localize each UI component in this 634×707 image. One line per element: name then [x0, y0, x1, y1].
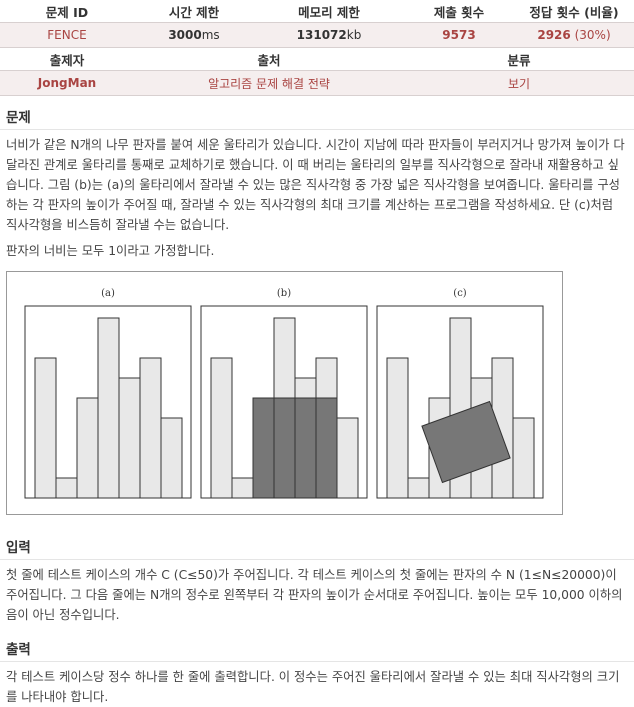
time-limit: 3000ms [134, 22, 254, 48]
accepted-value: 2926 [537, 28, 571, 42]
memory-limit-unit: kb [346, 28, 362, 42]
header-author: 출제자 [0, 48, 134, 71]
tilted-rectangle [421, 400, 511, 484]
output-section-title: 출력 [6, 642, 31, 658]
info-header-row: 문제 ID 시간 제한 메모리 제한 제출 횟수 정답 횟수 (비율) [0, 0, 634, 23]
fence-plank [160, 417, 183, 499]
panel-label: (b) [277, 288, 291, 299]
problem-meta-table: 출제자 출처 분류 JongMan 알고리즘 문제 해결 전략 보기 [0, 48, 634, 96]
time-limit-value: 3000 [168, 28, 202, 42]
author-link[interactable]: JongMan [0, 70, 134, 96]
memory-limit: 131072kb [254, 22, 404, 48]
output-description: 각 테스트 케이스당 정수 하나를 한 줄에 출력합니다. 이 정수는 주어진 … [6, 670, 620, 704]
problem-description: 너비가 같은 N개의 나무 판자를 붙여 세운 울타리가 있습니다. 시간이 지… [6, 138, 625, 232]
fence-plank [55, 477, 78, 499]
header-problem-id: 문제 ID [0, 0, 134, 23]
panel-label: (c) [453, 288, 467, 299]
fence-plank [139, 357, 162, 499]
meta-header-row: 출제자 출처 분류 [0, 48, 634, 71]
fence-plank [76, 397, 99, 499]
info-value-row: FENCE 3000ms 131072kb 9573 2926 (30%) [0, 22, 634, 48]
fence-plank [34, 357, 57, 499]
input-section-title: 입력 [6, 540, 31, 556]
fence-diagram: (a) (b) (c) [24, 288, 544, 499]
fence-figure: (a) (b) (c) [6, 271, 563, 515]
input-description: 첫 줄에 테스트 케이스의 개수 C (C≤50)가 주어집니다. 각 테스트 … [6, 568, 623, 622]
accepted-ratio: (30%) [574, 28, 611, 42]
memory-limit-value: 131072 [296, 28, 347, 42]
highlighted-rectangle [273, 397, 296, 499]
category-link[interactable]: 보기 [404, 70, 634, 96]
fence-plank [231, 477, 254, 499]
problem-info-table: 문제 ID 시간 제한 메모리 제한 제출 횟수 정답 횟수 (비율) FENC… [0, 0, 634, 48]
fence-plank [336, 417, 359, 499]
fence-plank [407, 477, 430, 499]
highlighted-rectangle [294, 397, 317, 499]
header-time-limit: 시간 제한 [134, 0, 254, 23]
problem-id: FENCE [0, 22, 134, 48]
panel-label: (a) [101, 288, 115, 299]
highlighted-rectangle [315, 397, 338, 499]
fence-plank [386, 357, 409, 499]
fence-plank [118, 377, 141, 499]
header-memory-limit: 메모리 제한 [254, 0, 404, 23]
divider [0, 129, 634, 130]
fence-plank [210, 357, 233, 499]
source-link[interactable]: 알고리즘 문제 해결 전략 [134, 70, 404, 96]
highlighted-rectangle [252, 397, 275, 499]
divider [0, 559, 634, 560]
time-limit-unit: ms [201, 28, 220, 42]
accepted-count: 2926 (30%) [514, 22, 634, 48]
plank-width-note: 판자의 너비는 모두 1이라고 가정합니다. [6, 244, 215, 258]
problem-section-title: 문제 [6, 110, 31, 126]
meta-value-row: JongMan 알고리즘 문제 해결 전략 보기 [0, 70, 634, 96]
header-source: 출처 [134, 48, 404, 71]
fence-plank [512, 417, 535, 499]
header-category: 분류 [404, 48, 634, 71]
fence-plank [97, 317, 120, 499]
header-submissions: 제출 횟수 [404, 0, 514, 23]
submission-count: 9573 [404, 22, 514, 48]
header-accepted: 정답 횟수 (비율) [514, 0, 634, 23]
divider [0, 661, 634, 662]
